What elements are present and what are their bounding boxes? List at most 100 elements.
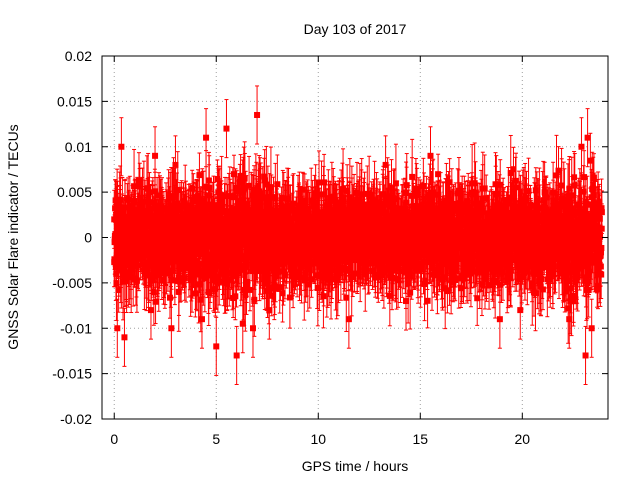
data-point	[160, 277, 167, 284]
data-point	[199, 198, 206, 205]
data-point	[135, 177, 142, 184]
data-point	[214, 242, 221, 249]
data-point	[176, 206, 183, 213]
data-point	[271, 221, 278, 228]
data-point	[206, 184, 213, 191]
data-point	[312, 190, 319, 197]
data-point	[224, 281, 231, 288]
data-point	[145, 185, 152, 192]
data-point	[233, 187, 240, 194]
data-point	[243, 209, 250, 216]
data-point	[286, 294, 293, 301]
data-point	[274, 212, 281, 219]
data-point	[195, 228, 202, 235]
data-point	[297, 257, 304, 264]
data-point	[237, 266, 244, 273]
data-point	[134, 262, 141, 269]
data-point	[274, 181, 281, 188]
data-point	[197, 296, 204, 303]
data-point	[213, 256, 220, 263]
data-point	[174, 186, 181, 193]
data-point	[301, 277, 308, 284]
data-point	[236, 178, 243, 185]
data-point	[152, 298, 159, 305]
data-point	[194, 267, 201, 274]
data-point	[279, 290, 286, 297]
data-point	[232, 234, 239, 241]
data-point	[199, 245, 206, 252]
data-point	[189, 272, 196, 279]
data-point	[230, 171, 237, 178]
data-point	[241, 185, 248, 192]
data-point	[271, 285, 278, 292]
data-point	[299, 186, 306, 193]
data-point	[150, 289, 157, 296]
data-point	[143, 267, 150, 274]
data-point	[246, 182, 253, 189]
data-point	[261, 177, 268, 184]
data-point	[214, 175, 221, 182]
data-point	[296, 269, 303, 276]
data-point	[180, 198, 187, 205]
data-point	[154, 192, 161, 199]
data-point	[215, 224, 222, 231]
data-point	[298, 262, 305, 269]
data-point	[301, 197, 308, 204]
data-point	[120, 271, 127, 278]
data-point	[203, 183, 210, 190]
data-point	[314, 284, 321, 291]
data-point	[187, 275, 194, 282]
data-point	[230, 268, 237, 275]
data-point	[131, 183, 138, 190]
data-point	[209, 201, 216, 208]
data-point	[289, 204, 296, 211]
data-point	[272, 194, 279, 201]
data-point	[192, 290, 199, 297]
data-point	[135, 248, 142, 255]
data-point	[214, 273, 221, 280]
data-point	[205, 289, 212, 296]
data-point	[234, 257, 241, 264]
data-point	[196, 172, 203, 179]
data-point	[152, 188, 159, 195]
data-point	[237, 211, 244, 218]
data-point	[126, 269, 133, 276]
data-point	[317, 211, 324, 218]
data-point	[123, 274, 130, 281]
data-point	[267, 184, 274, 191]
data-point	[261, 173, 268, 180]
data-point	[315, 218, 322, 225]
data-point	[237, 173, 244, 180]
data-point	[263, 181, 270, 188]
data-point	[206, 201, 213, 208]
data-point	[321, 179, 328, 186]
data-point	[218, 193, 225, 200]
data-point	[268, 292, 275, 299]
data-point	[205, 216, 212, 223]
data-point	[232, 293, 239, 300]
data-point	[171, 277, 178, 284]
data-point	[320, 274, 327, 281]
data-point	[232, 184, 239, 191]
data-point	[196, 271, 203, 278]
data-point	[233, 272, 240, 279]
data-point	[279, 195, 286, 202]
data-point	[125, 196, 132, 203]
data-points	[111, 85, 605, 386]
data-point	[290, 200, 297, 207]
data-point	[177, 278, 184, 285]
data-point	[222, 193, 229, 200]
data-point	[131, 197, 138, 204]
data-point	[113, 280, 120, 287]
data-point	[306, 266, 313, 273]
data-point	[196, 281, 203, 288]
data-point	[276, 284, 283, 291]
data-point	[241, 287, 248, 294]
data-point	[312, 259, 319, 266]
data-point	[304, 212, 311, 219]
data-point	[246, 286, 253, 293]
data-point	[153, 266, 160, 273]
data-point	[133, 277, 140, 284]
data-point	[209, 263, 216, 270]
